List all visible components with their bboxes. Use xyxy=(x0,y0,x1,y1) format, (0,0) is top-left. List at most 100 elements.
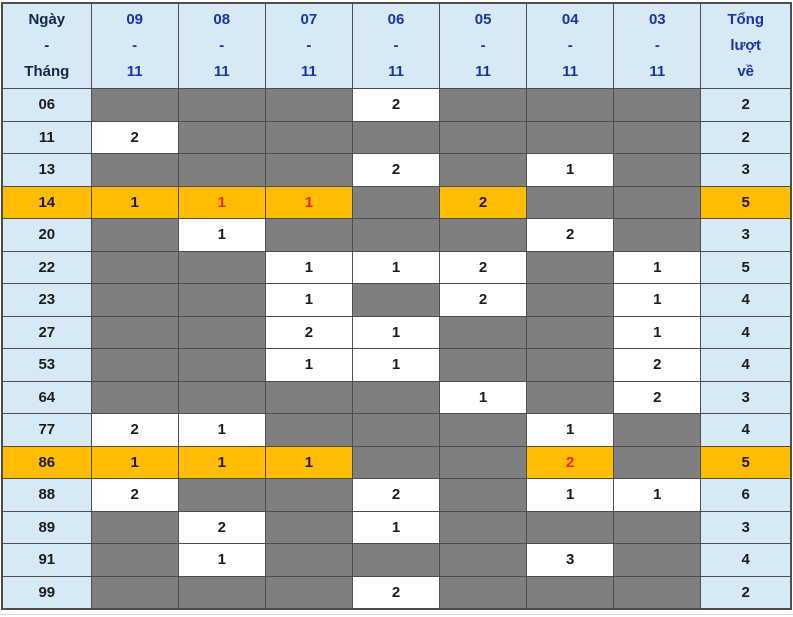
table-row-06: 06 2 2 xyxy=(1,88,792,122)
value-cell: 2 xyxy=(90,413,179,447)
empty-cell xyxy=(526,120,615,154)
value-cell: 2 xyxy=(177,510,266,544)
corner-header-day-month: Ngày - Tháng xyxy=(1,2,92,89)
header-row: Ngày - Tháng 09-11 08-11 07-11 06-11 05-11 04… xyxy=(1,2,792,89)
value-cell: 1 xyxy=(264,348,353,382)
value-cell: 1 xyxy=(264,283,353,317)
table-body: 06 2 2 11 2 2 13 2 1 3 14 1 1 1 2 5 20 1 2 3 22 1 1 2 1 5 23 1 2 1 4 27… xyxy=(1,88,792,610)
table-row-22: 22 1 1 2 1 5 xyxy=(1,250,792,284)
row-label-cell: 22 xyxy=(1,250,92,284)
empty-cell xyxy=(90,575,179,610)
empty-cell xyxy=(439,218,528,252)
corner-header-sep: - xyxy=(44,37,50,54)
empty-cell xyxy=(439,478,528,512)
total-cell: 3 xyxy=(700,218,792,252)
empty-cell xyxy=(613,445,702,479)
total-header-line2: lượt xyxy=(730,37,762,54)
column-header-line: - xyxy=(132,37,138,54)
value-cell: 2 xyxy=(351,88,441,122)
empty-cell xyxy=(177,153,266,187)
row-label-cell: 53 xyxy=(1,348,92,382)
column-header-line: - xyxy=(567,37,573,54)
value-cell: 1 xyxy=(526,413,615,447)
value-cell: 1 xyxy=(177,185,266,219)
empty-cell xyxy=(526,283,615,317)
row-label-cell: 99 xyxy=(1,575,92,610)
value-cell: 2 xyxy=(439,250,528,284)
total-cell: 4 xyxy=(700,543,792,577)
total-header: Tổng lượt về xyxy=(700,2,792,89)
table-row-27: 27 2 1 1 4 xyxy=(1,315,792,349)
empty-cell xyxy=(439,575,528,610)
empty-cell xyxy=(264,120,353,154)
row-label-cell: 86 xyxy=(1,445,92,479)
empty-cell xyxy=(264,575,353,610)
total-cell: 2 xyxy=(700,575,792,610)
empty-cell xyxy=(439,315,528,349)
table-header: Ngày - Tháng 09-11 08-11 07-11 06-11 05-11 04… xyxy=(1,2,792,89)
empty-cell xyxy=(90,543,179,577)
empty-cell xyxy=(613,88,702,122)
column-header-09-11: 09 - 11 xyxy=(90,2,179,89)
total-header-line1: Tổng xyxy=(727,11,765,28)
empty-cell xyxy=(264,413,353,447)
column-header-line: 11 xyxy=(562,63,579,80)
table-row-91: 91 1 3 4 xyxy=(1,543,792,577)
value-cell: 1 xyxy=(90,185,179,219)
corner-header-line2: Tháng xyxy=(24,63,70,80)
total-cell: 4 xyxy=(700,348,792,382)
value-cell: 1 xyxy=(177,445,266,479)
value-cell: 1 xyxy=(526,478,615,512)
value-cell: 1 xyxy=(264,185,353,219)
empty-cell xyxy=(177,575,266,610)
total-cell: 6 xyxy=(700,478,792,512)
column-header-line: 08 xyxy=(213,11,231,28)
value-cell: 3 xyxy=(526,543,615,577)
value-cell: 1 xyxy=(613,283,702,317)
empty-cell xyxy=(613,543,702,577)
empty-cell xyxy=(90,380,179,414)
empty-cell xyxy=(351,120,441,154)
total-cell: 4 xyxy=(700,315,792,349)
value-cell: 2 xyxy=(613,380,702,414)
row-label-cell: 27 xyxy=(1,315,92,349)
column-header-line: 07 xyxy=(300,11,318,28)
empty-cell xyxy=(264,380,353,414)
empty-cell xyxy=(351,283,441,317)
row-label-cell: 91 xyxy=(1,543,92,577)
empty-cell xyxy=(351,543,441,577)
value-cell: 1 xyxy=(351,250,441,284)
empty-cell xyxy=(90,283,179,317)
empty-cell xyxy=(439,413,528,447)
empty-cell xyxy=(439,88,528,122)
column-header-line: 11 xyxy=(388,63,404,80)
empty-cell xyxy=(526,250,615,284)
column-header-line: 09 xyxy=(126,11,143,28)
total-header-line3: về xyxy=(737,63,755,80)
empty-cell xyxy=(177,380,266,414)
row-label-cell: 20 xyxy=(1,218,92,252)
empty-cell xyxy=(351,380,441,414)
row-label-cell: 14 xyxy=(1,185,92,219)
empty-cell xyxy=(90,510,179,544)
empty-cell xyxy=(351,218,441,252)
empty-cell xyxy=(526,575,615,610)
empty-cell xyxy=(439,120,528,154)
empty-cell xyxy=(526,88,615,122)
empty-cell xyxy=(90,250,179,284)
value-cell: 1 xyxy=(526,153,615,187)
row-label-cell: 64 xyxy=(1,380,92,414)
empty-cell xyxy=(526,510,615,544)
column-header-line: 11 xyxy=(300,63,317,80)
empty-cell xyxy=(90,348,179,382)
empty-cell xyxy=(613,510,702,544)
empty-cell xyxy=(613,575,702,610)
empty-cell xyxy=(526,315,615,349)
column-header-04-11: 04 - 11 xyxy=(526,2,615,89)
column-header-line: 05 xyxy=(474,11,492,28)
value-cell: 1 xyxy=(351,315,441,349)
column-header-line: 11 xyxy=(649,63,666,80)
column-header-07-11: 07 - 11 xyxy=(264,2,353,89)
empty-cell xyxy=(526,348,615,382)
empty-cell xyxy=(526,380,615,414)
